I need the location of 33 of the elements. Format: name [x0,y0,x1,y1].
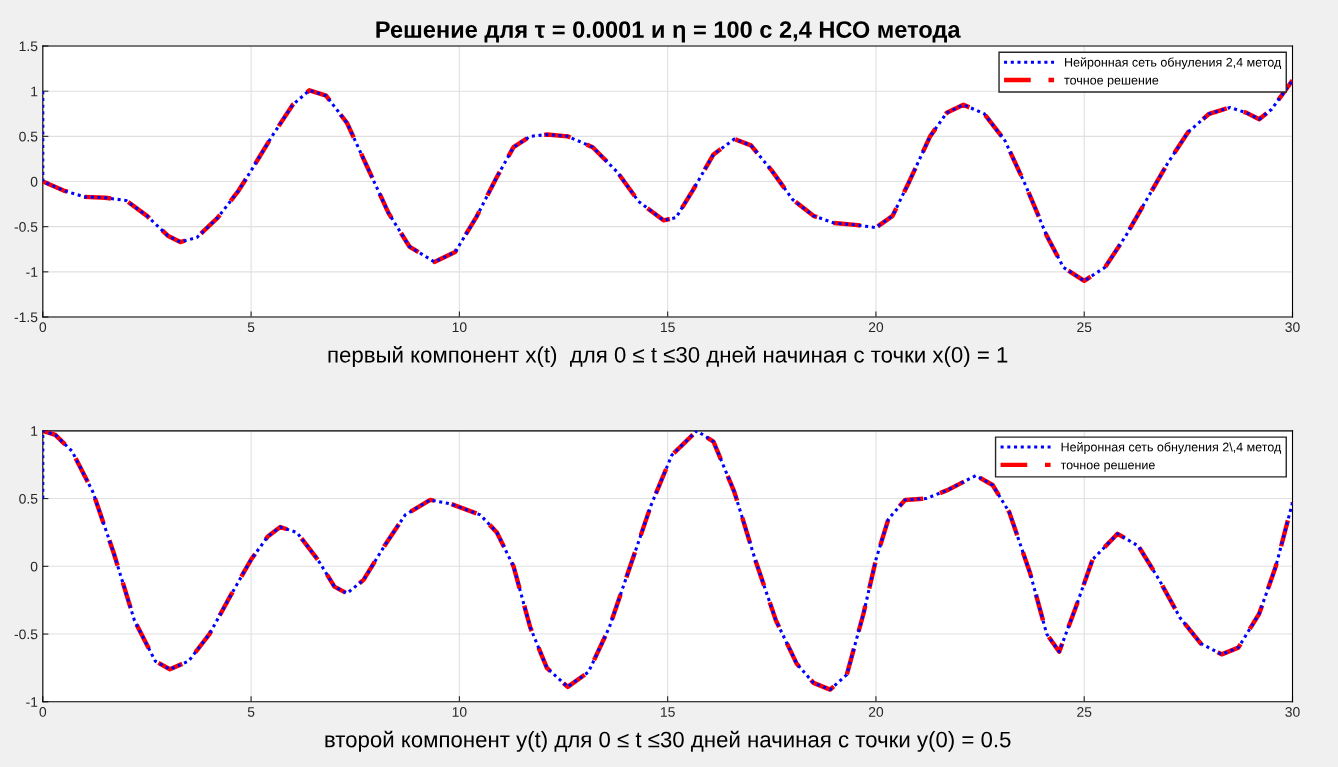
legend-label: Нейронная сеть обнуления 2,4 метод [1065,57,1282,70]
y-tick-label: 1 [31,426,38,436]
y-tick-label: -0.5 [14,629,38,640]
y-tick-label: 0 [30,176,38,187]
y-tick-label: 1 [31,86,38,97]
x-tick-label: 30 [1285,322,1300,333]
x-tick-label: 25 [1077,707,1092,717]
x-tick-label: 15 [661,707,675,717]
chart-title: Решение для τ = 0.0001 и η = 100 с 2,4 НСО метода [376,21,961,43]
y-tick-label: -1.5 [14,312,38,323]
legend-label: точное решение [1064,77,1159,88]
x-axis-title: первый компонент x(t) для 0 ≤ t ≤30 дней начиная с точки x(0) = 1 [328,345,1008,368]
x-tick-label: 10 [452,707,467,717]
x-tick-label: 0 [39,707,47,717]
x-tick-label: 15 [661,322,675,333]
y-tick-label: -0.5 [14,222,38,232]
x-tick-label: 20 [868,707,884,717]
y-tick-label: 0 [30,561,38,572]
x-tick-label: 5 [247,707,255,717]
x-tick-label: 10 [452,322,467,333]
x-tick-label: 20 [868,322,884,333]
y-tick-label: -1 [26,267,38,277]
x-axis-title: второй компонент y(t) для 0 ≤ t ≤30 дней начиная с точки y(0) = 0.5 [325,730,1011,752]
x-tick-label: 5 [247,322,255,333]
x-tick-label: 25 [1077,322,1092,333]
y-tick-label: 0.5 [19,493,38,504]
legend-label: Нейронная сеть обнуления 2\,4 метод [1061,442,1282,454]
y-tick-label: 0.5 [19,131,38,142]
x-tick-label: 0 [39,322,47,333]
y-tick-label: 1.5 [19,41,38,52]
y-tick-label: -1 [26,697,38,707]
x-tick-label: 30 [1285,707,1300,717]
legend-label: точное решение [1060,462,1155,472]
